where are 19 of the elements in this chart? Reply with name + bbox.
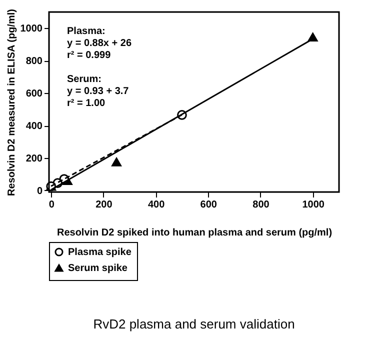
x-tick-label: 1000: [302, 200, 325, 210]
y-tick-label: 200: [26, 153, 43, 164]
x-axis-title: Resolvin D2 spiked into human plasma and serum (pg/ml): [56, 228, 332, 238]
y-tick-label: 600: [26, 88, 43, 100]
y-tick-label: 400: [26, 121, 43, 132]
y-tick-label: 1000: [20, 24, 43, 35]
x-tick-label: 0: [48, 200, 55, 210]
annotation: Plasma: y = 0.88x + 26 r² = 0.999: [67, 26, 132, 61]
text: RvD2 plasma and serum validation: [93, 316, 295, 332]
x-tick-label: 200: [96, 200, 113, 210]
y-tick-label: 800: [26, 56, 43, 68]
x-tick-label: 800: [252, 200, 270, 210]
legend-label: Plasma spike: [68, 247, 132, 258]
annotation: Serum: y = 0.93 + 3.7 r² = 1.00: [67, 74, 130, 109]
legend-label: Serum spike: [68, 263, 128, 274]
x-tick-label: 400: [148, 200, 166, 210]
x-tick-label: 600: [200, 200, 218, 210]
y-axis-title: Resolvin D2 measured in ELISA (pg/ml): [6, 9, 18, 196]
y-tick-label: 0: [36, 186, 43, 197]
